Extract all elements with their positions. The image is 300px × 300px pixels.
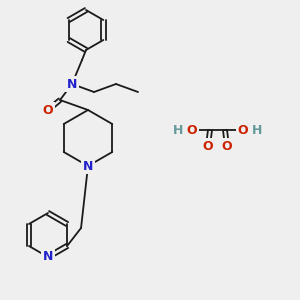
Text: N: N (43, 250, 53, 263)
Text: O: O (238, 124, 248, 136)
Text: N: N (83, 160, 93, 172)
Text: O: O (203, 140, 213, 152)
Text: N: N (67, 77, 77, 91)
Text: H: H (252, 124, 262, 136)
Text: H: H (173, 124, 183, 136)
Text: O: O (222, 140, 232, 152)
Text: O: O (187, 124, 197, 136)
Text: O: O (43, 103, 53, 116)
